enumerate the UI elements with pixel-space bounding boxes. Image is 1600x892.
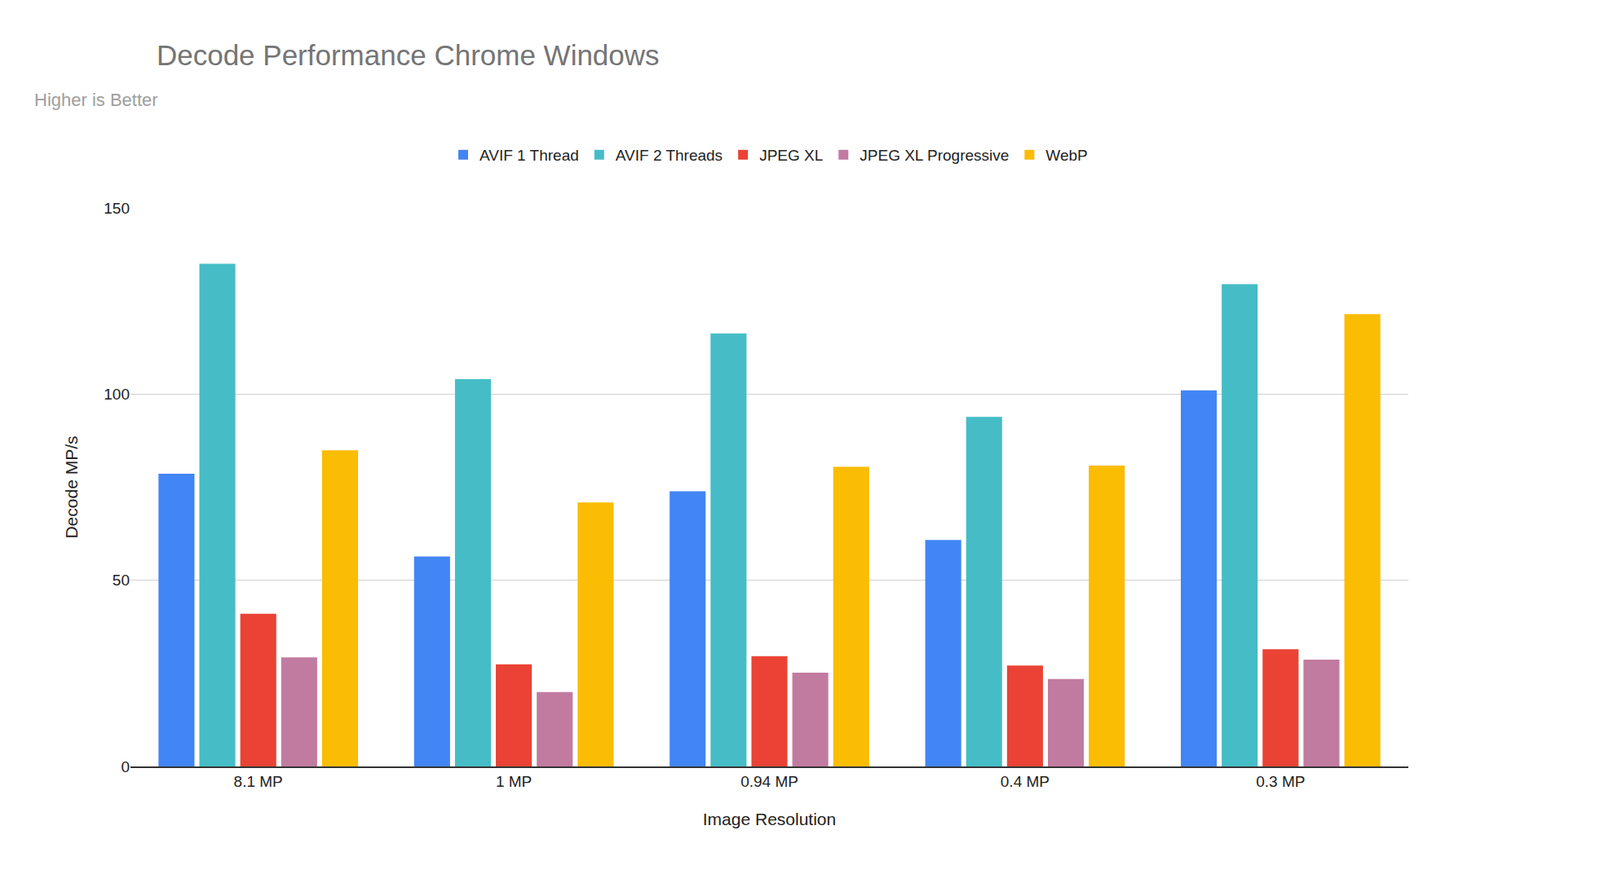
svg-text:Decode MP/s: Decode MP/s	[61, 435, 81, 539]
svg-text:50: 50	[112, 571, 130, 589]
svg-text:0.3 MP: 0.3 MP	[1255, 773, 1305, 791]
svg-text:JPEG XL Progressive: JPEG XL Progressive	[859, 146, 1009, 164]
svg-text:AVIF 2 Threads: AVIF 2 Threads	[615, 146, 723, 164]
svg-text:AVIF 1 Thread: AVIF 1 Thread	[479, 146, 580, 164]
svg-text:150: 150	[103, 199, 130, 217]
svg-text:Higher is Better: Higher is Better	[34, 89, 159, 111]
svg-text:Decode Performance Chrome Wind: Decode Performance Chrome Windows	[156, 39, 660, 71]
svg-text:WebP: WebP	[1045, 146, 1088, 164]
svg-text:100: 100	[103, 385, 130, 403]
svg-text:Image Resolution: Image Resolution	[702, 809, 836, 829]
svg-text:JPEG XL: JPEG XL	[759, 146, 823, 164]
svg-text:8.1 MP: 8.1 MP	[234, 773, 283, 791]
svg-text:0.94 MP: 0.94 MP	[740, 773, 799, 791]
svg-text:1 MP: 1 MP	[495, 773, 532, 791]
svg-text:0.4 MP: 0.4 MP	[1000, 773, 1050, 791]
svg-text:0: 0	[120, 758, 130, 776]
